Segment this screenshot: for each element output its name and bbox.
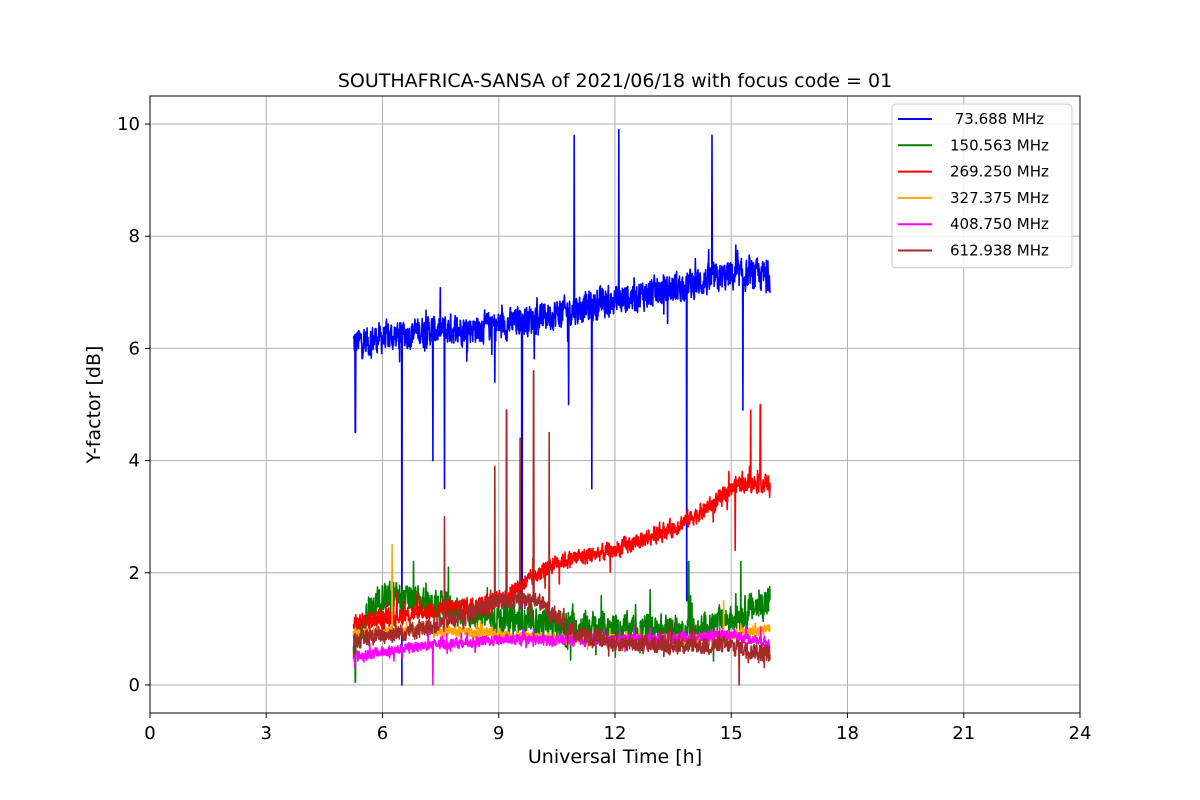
x-tick-label: 21 xyxy=(952,723,975,744)
series-line-0 xyxy=(352,128,771,686)
x-axis-label: Universal Time [h] xyxy=(528,746,702,768)
y-tick-label: 8 xyxy=(129,226,140,247)
series-line-2 xyxy=(352,403,771,640)
series-line-1 xyxy=(352,560,771,683)
series-line-5 xyxy=(352,370,771,686)
legend: 73.688 MHz 150.563 MHz 269.250 MHz 327.375 … xyxy=(891,103,1073,269)
legend-label: 73.688 MHz xyxy=(950,110,1044,128)
chart-title: SOUTHAFRICA-SANSA of 2021/06/18 with foc… xyxy=(338,70,892,92)
x-tick-label: 3 xyxy=(261,723,272,744)
legend-label: 150.563 MHz xyxy=(950,136,1049,154)
y-tick-label: 2 xyxy=(129,563,140,584)
x-tick-label: 6 xyxy=(377,723,388,744)
legend-label: 269.250 MHz xyxy=(950,163,1049,181)
x-tick-label: 18 xyxy=(836,723,859,744)
x-tick-label: 0 xyxy=(144,723,155,744)
y-tick-label: 6 xyxy=(129,338,140,359)
legend-box xyxy=(891,103,1073,269)
y-tick-label: 4 xyxy=(129,451,140,472)
x-tick-label: 12 xyxy=(604,723,627,744)
x-tick-label: 9 xyxy=(493,723,504,744)
legend-label: 408.750 MHz xyxy=(950,215,1049,233)
legend-label: 327.375 MHz xyxy=(950,189,1049,207)
series-line-4 xyxy=(352,625,771,686)
legend-label: 612.938 MHz xyxy=(950,242,1049,260)
x-tick-label: 24 xyxy=(1069,723,1092,744)
y-tick-label: 0 xyxy=(129,675,140,696)
x-tick-label: 15 xyxy=(720,723,743,744)
y-axis-label: Y-factor [dB] xyxy=(83,346,105,465)
y-tick-label: 10 xyxy=(117,114,140,135)
series-layer xyxy=(352,128,771,686)
